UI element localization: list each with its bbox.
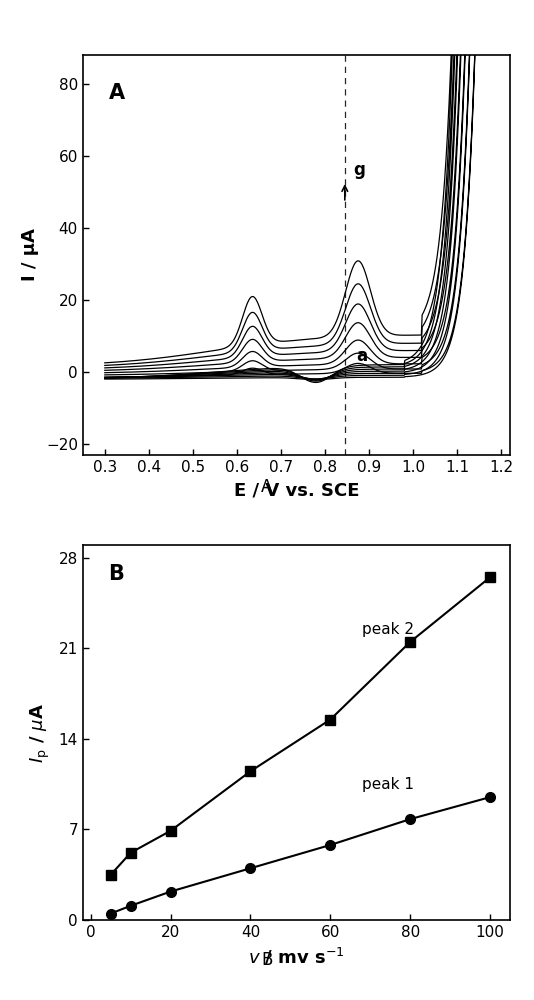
Text: B: B — [108, 564, 124, 584]
Y-axis label: I / μA: I / μA — [21, 229, 39, 281]
Text: peak 1: peak 1 — [362, 777, 414, 792]
Text: peak 2: peak 2 — [362, 622, 414, 637]
Y-axis label: $I_\mathrm{p}$ / $\mu$A: $I_\mathrm{p}$ / $\mu$A — [28, 702, 52, 763]
Text: A: A — [261, 478, 273, 496]
Text: g: g — [354, 161, 365, 179]
Text: A: A — [108, 83, 124, 103]
X-axis label: E / V vs. SCE: E / V vs. SCE — [233, 482, 359, 500]
Text: a: a — [356, 347, 367, 365]
X-axis label: $v$ / mv s$^{-1}$: $v$ / mv s$^{-1}$ — [248, 947, 345, 968]
Text: B: B — [261, 951, 273, 969]
